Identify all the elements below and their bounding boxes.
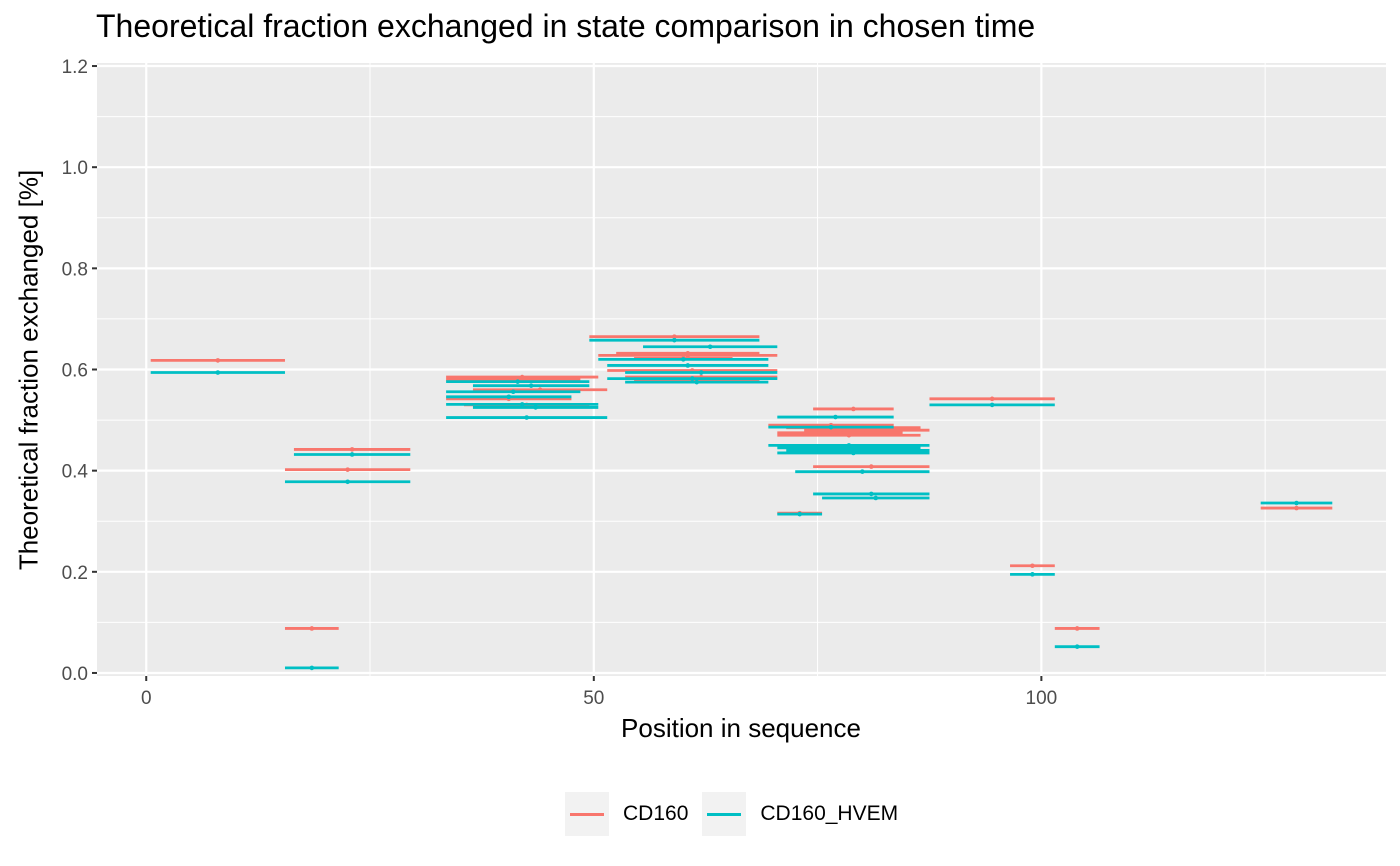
peptide-point-cd160	[345, 467, 350, 472]
peptide-point-cd160	[1294, 505, 1299, 511]
peptide-point-cd160-hvem	[989, 402, 995, 408]
y-tick-label: 1.2	[62, 57, 88, 78]
peptide-point-cd160-hvem	[515, 379, 521, 384]
peptide-point-cd160-hvem	[1030, 572, 1035, 577]
legend-key-cd160-hvem	[702, 792, 747, 836]
peptide-point-cd160-hvem	[309, 665, 315, 671]
peptide-point-cd160-hvem	[519, 402, 525, 407]
peptide-point-cd160	[851, 406, 856, 412]
y-tick-label: 0.6	[62, 361, 88, 382]
peptide-point-cd160-hvem	[689, 376, 695, 381]
peptide-point-cd160	[215, 358, 221, 363]
axes: 0 50 100 0.0 0.2 0.4 0.6 0.8 1.0 1.2	[62, 57, 1058, 709]
peptide-point-cd160	[846, 432, 852, 438]
peptide-point-cd160	[685, 351, 691, 356]
peptide-point-cd160	[1074, 626, 1080, 631]
y-axis-label: Theoretical fraction exchanged [%]	[13, 169, 44, 571]
peptide-point-cd160	[989, 396, 995, 402]
y-tick-label: 0.2	[62, 563, 88, 584]
peptide-point-cd160-hvem	[860, 469, 865, 474]
y-tick-label: 1.0	[62, 158, 88, 179]
series-cd160-hvem	[150, 337, 1333, 671]
legend-label-cd160-hvem: CD160_HVEM	[760, 802, 899, 825]
legend-item-cd160: CD160	[565, 792, 688, 836]
peptide-point-cd160-hvem	[851, 450, 856, 456]
peptide-point-cd160-hvem	[694, 379, 700, 385]
x-tick-label: 50	[583, 688, 604, 709]
peptide-point-cd160-hvem	[345, 479, 350, 485]
peptide-point-cd160-hvem	[1074, 644, 1080, 649]
peptide-point-cd160	[309, 626, 315, 631]
y-tick-label: 0.4	[62, 462, 89, 483]
peptide-point-cd160	[672, 334, 677, 339]
peptide-point-cd160-hvem	[510, 389, 516, 395]
peptide-point-cd160-hvem	[1294, 500, 1299, 506]
peptide-point-cd160-hvem	[797, 511, 802, 517]
legend-item-cd160-hvem: CD160_HVEM	[702, 792, 898, 836]
peptide-point-cd160-hvem	[828, 424, 834, 430]
legend-key-cd160	[565, 792, 609, 836]
peptide-point-cd160	[868, 464, 874, 469]
legend: CD160 CD160_HVEM	[565, 792, 912, 836]
peptide-point-cd160-hvem	[349, 452, 355, 457]
peptide-point-cd160	[349, 447, 355, 452]
peptide-point-cd160-hvem	[681, 357, 686, 362]
x-tick-label: 0	[141, 688, 152, 709]
peptide-point-cd160-hvem	[873, 495, 879, 501]
peptide-point-cd160-hvem	[672, 337, 677, 343]
peptide-point-cd160-hvem	[707, 344, 713, 350]
x-tick-label: 100	[1026, 688, 1058, 709]
legend-label-cd160: CD160	[623, 802, 689, 825]
peptide-point-cd160-hvem	[528, 383, 534, 388]
y-tick-label: 0.8	[62, 259, 88, 280]
gridlines	[97, 63, 1386, 676]
peptide-point-cd160	[1030, 563, 1035, 569]
y-tick-label: 0.0	[62, 664, 88, 685]
peptide-point-cd160-hvem	[533, 405, 538, 410]
peptide-point-cd160-hvem	[868, 491, 874, 497]
peptide-point-cd160-hvem	[524, 415, 529, 420]
chart-title: Theoretical fraction exchanged in state …	[96, 8, 1036, 44]
peptide-point-cd160-hvem	[833, 414, 838, 420]
peptide-point-cd160-hvem	[506, 394, 512, 400]
peptide-point-cd160-hvem	[215, 370, 221, 375]
peptide-point-cd160-hvem	[685, 363, 691, 368]
peptide-point-cd160-hvem	[698, 370, 704, 375]
data-layer	[150, 334, 1333, 671]
x-axis-label: Position in sequence	[621, 713, 861, 743]
